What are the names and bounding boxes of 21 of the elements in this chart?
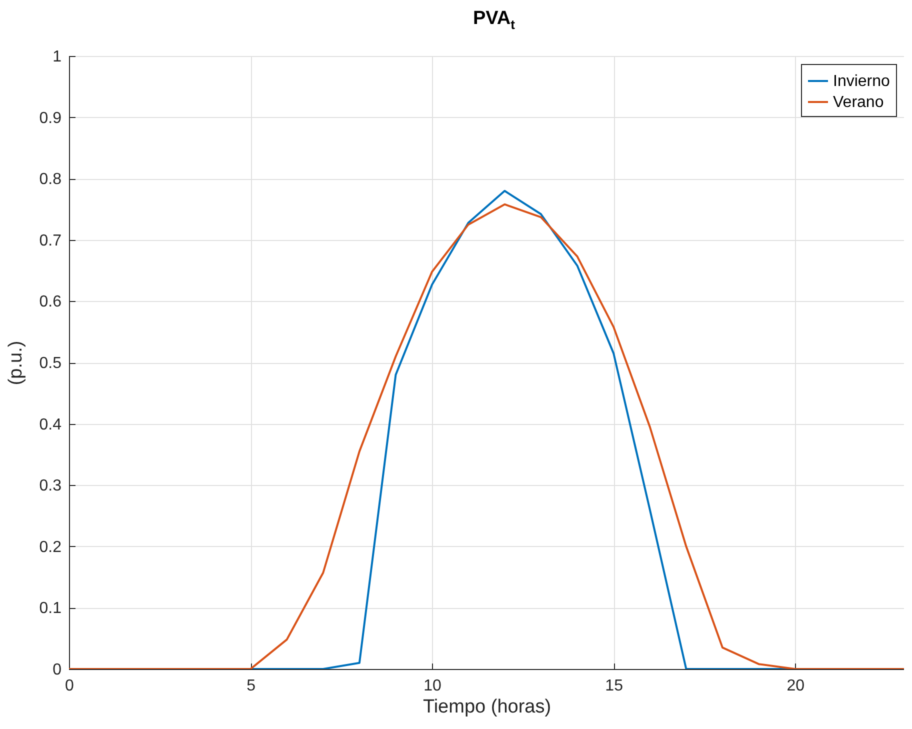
y-tick-label: 1 — [52, 48, 62, 66]
x-tick-label: 10 — [424, 678, 442, 694]
y-tick-label: 0.4 — [39, 416, 62, 434]
x-tick-label: 20 — [786, 678, 805, 694]
x-tick-label: 15 — [605, 678, 624, 694]
y-tick-label: 0.6 — [39, 294, 62, 311]
x-axis-title: Tiempo (horas) — [422, 696, 552, 718]
x-tick-label: 5 — [246, 678, 256, 694]
y-tick-label: 0.3 — [39, 478, 62, 495]
y-tick-label: 0.8 — [39, 171, 62, 188]
y-tick-label: 0.7 — [39, 232, 62, 250]
y-tick-label: 0.9 — [39, 110, 62, 127]
y-tick-label: 0.2 — [39, 538, 62, 556]
y-tick-label: 0.5 — [39, 355, 62, 372]
chart-title: PVA$_{t}$ — [472, 8, 516, 32]
y-tick-label: 0.1 — [39, 600, 62, 618]
legend-label: Verano — [833, 94, 884, 111]
y-axis-title: (p.u.) — [5, 340, 26, 386]
x-tick-label: 0 — [65, 678, 74, 694]
legend-label: Invierno — [833, 73, 890, 90]
y-tick-label: 0 — [52, 662, 62, 678]
